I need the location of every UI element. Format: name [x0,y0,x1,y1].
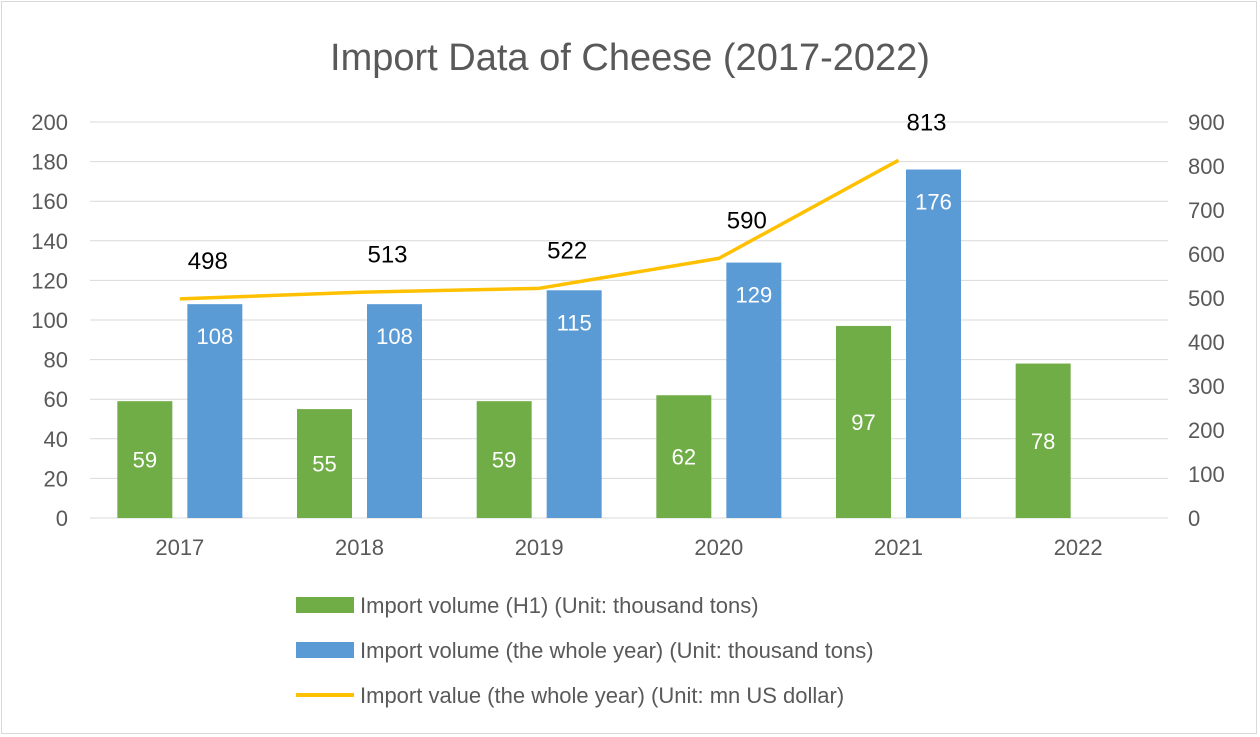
left-axis-ticks: 0 20 40 60 80 100 120 140 160 180 200 [31,110,68,531]
bar [546,290,602,518]
bar-value-label: 176 [915,190,952,215]
x-axis-ticks: 2017 2018 2019 2020 2021 2022 [155,535,1102,560]
bar [117,401,173,518]
line-value-label: 522 [547,237,587,264]
right-tick-label: 400 [1188,330,1225,355]
left-tick-label: 120 [31,268,68,293]
left-tick-label: 60 [44,387,68,412]
right-tick-label: 900 [1188,110,1225,135]
left-tick-label: 80 [44,348,68,373]
gridlines [90,121,1168,519]
bar-data-labels: 59 55 59 62 97 78 108 108 115 129 176 [133,190,1056,477]
legend-swatch [296,597,354,613]
bar-value-label: 108 [196,324,233,349]
bar-value-label: 59 [492,448,516,473]
bar [836,325,891,518]
bar-value-label: 55 [312,452,336,477]
line-data-labels: 498 513 522 590 813 [188,109,947,275]
bar-value-label: 78 [1031,429,1055,454]
right-tick-label: 300 [1188,374,1225,399]
right-tick-label: 500 [1188,286,1225,311]
bar [906,169,961,518]
x-tick-label: 2020 [694,535,743,560]
bar-value-label: 97 [851,410,875,435]
left-tick-label: 180 [31,150,68,175]
value-line [179,158,900,301]
bar [297,409,352,518]
value-line-path [179,158,900,301]
chart-title: Import Data of Cheese (2017-2022) [330,37,930,79]
line-value-label: 813 [906,109,946,136]
right-tick-label: 0 [1188,506,1200,531]
left-tick-label: 160 [31,189,68,214]
right-axis-ticks: 0 100 200 300 400 500 600 700 800 900 [1188,110,1225,531]
right-tick-label: 800 [1188,154,1225,179]
x-tick-label: 2017 [155,535,204,560]
right-tick-label: 600 [1188,242,1225,267]
bar [726,262,782,518]
bar-value-label: 129 [735,283,772,308]
bar-value-label: 59 [133,448,157,473]
right-tick-label: 700 [1188,198,1225,223]
line-value-label: 590 [727,207,767,234]
bar [187,304,243,518]
bar-value-label: 108 [376,324,413,349]
legend-label: Import value (the whole year) (Unit: mn … [360,683,844,708]
right-tick-label: 100 [1188,462,1225,487]
x-tick-label: 2021 [874,535,923,560]
left-tick-label: 200 [31,110,68,135]
left-tick-label: 40 [44,427,68,452]
left-tick-label: 100 [31,308,68,333]
legend-label: Import volume (H1) (Unit: thousand tons) [360,593,759,618]
left-tick-label: 0 [56,506,68,531]
bar [367,304,422,518]
x-tick-label: 2019 [515,535,564,560]
bar-value-label: 115 [557,310,592,335]
bars [117,169,1071,518]
x-tick-label: 2018 [335,535,384,560]
bar [1015,363,1071,518]
right-tick-label: 200 [1188,418,1225,443]
legend-swatch [296,642,354,658]
x-tick-label: 2022 [1054,535,1103,560]
left-tick-label: 20 [44,466,68,491]
line-value-label: 513 [367,241,407,268]
left-tick-label: 140 [31,229,68,254]
legend-label: Import volume (the whole year) (Unit: th… [360,638,874,663]
bar [656,395,712,518]
bar-value-label: 62 [672,445,696,470]
line-value-label: 498 [188,248,228,275]
legend: Import volume (H1) (Unit: thousand tons)… [296,593,874,708]
bar [476,401,532,518]
